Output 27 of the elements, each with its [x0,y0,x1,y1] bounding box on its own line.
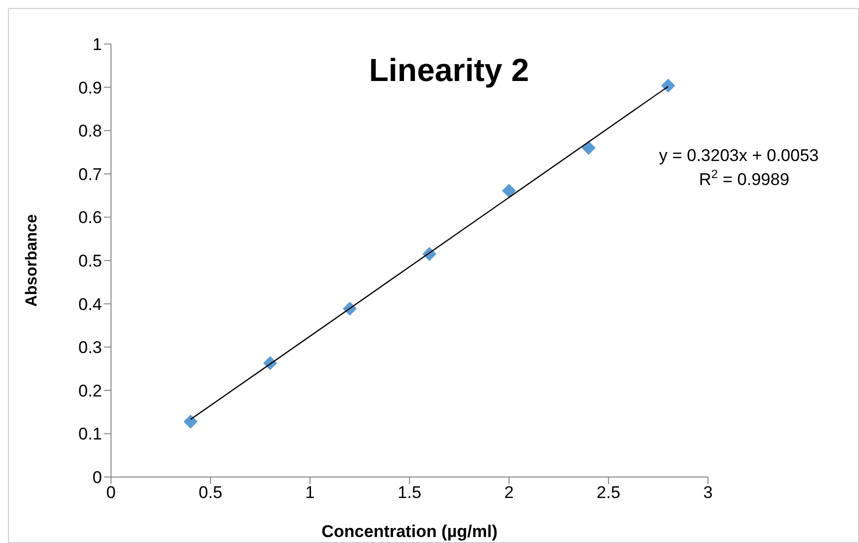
y-tick-label: 0.8 [78,122,102,141]
x-axis-title: Concentration (µg/ml) [321,522,498,541]
y-tick-label: 0.7 [78,164,102,184]
y-axis-title: Absorbance [24,214,41,307]
x-tick-label: 2.5 [596,483,620,502]
y-tick-label: 0.6 [78,208,102,228]
y-tick-label: 0.9 [78,78,102,98]
x-tick-label: 2 [504,483,514,502]
y-tick-label: 0 [92,468,102,488]
y-tick-label: 0.5 [78,252,102,271]
x-tick-label: 3 [703,483,713,502]
point [184,414,198,429]
x-tick-label: 1.5 [398,483,422,502]
y-tick-label: 1 [92,35,102,54]
point [661,78,676,93]
x-tick-label: 1 [305,483,315,502]
annotation: y = 0.3203x + 0.0053 [659,146,819,165]
chart-title: Linearity 2 [368,52,530,88]
y-tick-label: 0.1 [78,424,102,444]
annotation: R$^{2}$ = 0.9989 [699,167,790,189]
y-tick-label: 0.4 [78,294,102,314]
point [502,184,516,198]
x-tick-label: 0.5 [198,483,222,502]
point [582,140,596,155]
x-tick-label: 0 [106,483,116,502]
y-tick-label: 0.3 [78,338,102,358]
y-tick-label: 0.2 [78,381,102,400]
